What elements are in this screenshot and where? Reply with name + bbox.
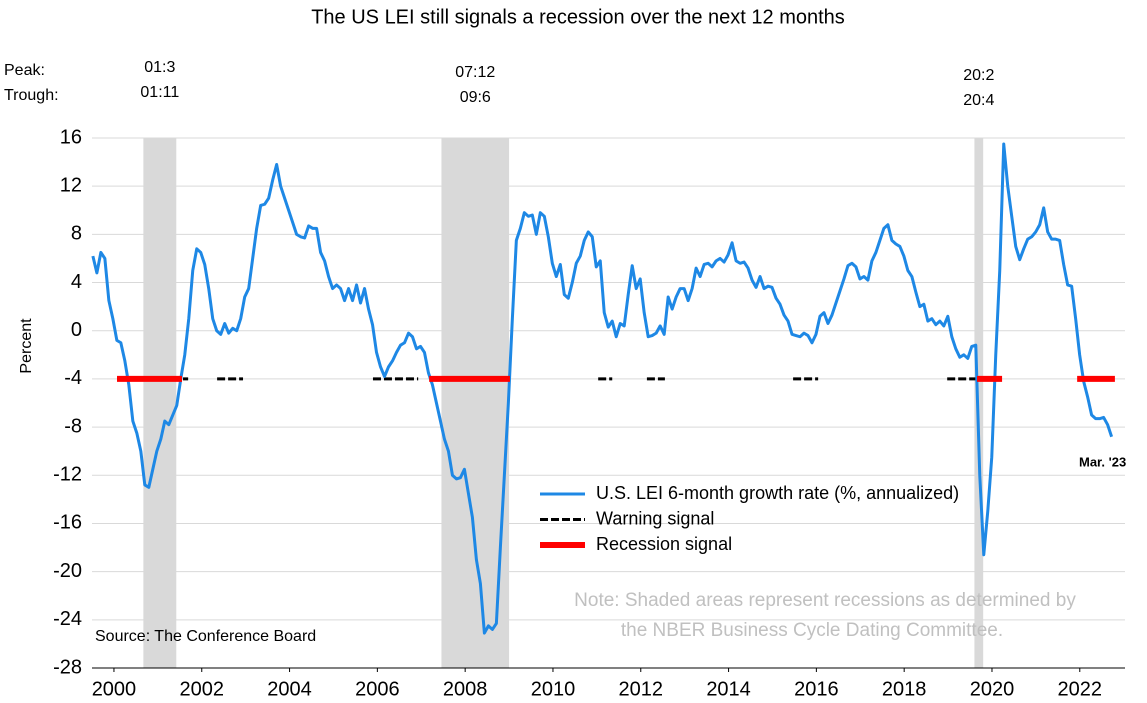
peak-date: 20:2 [963, 67, 994, 84]
chart-title: The US LEI still signals a recession ove… [311, 6, 845, 28]
marks [91, 142, 1115, 635]
x-tick-label: 2012 [619, 678, 664, 700]
y-tick-label: -16 [53, 512, 82, 534]
y-tick-label: 0 [71, 319, 82, 341]
trough-date: 01:11 [140, 84, 179, 101]
trough-date: 20:4 [963, 92, 994, 109]
peak-date: 07:12 [455, 64, 495, 81]
y-tick-label: 16 [60, 126, 82, 148]
x-tick-label: 2016 [794, 678, 839, 700]
y-tick-label: 12 [60, 174, 82, 196]
peak-date: 01:3 [144, 59, 175, 76]
x-tick-label: 2000 [92, 678, 137, 700]
y-tick-label: -20 [53, 560, 82, 582]
x-tick-label: 2002 [180, 678, 225, 700]
y-tick-label: -28 [53, 656, 82, 678]
x-tick-label: 2014 [706, 678, 751, 700]
y-tick-label: 8 [71, 223, 82, 245]
legend-label: Recession signal [596, 534, 732, 554]
trough-label: Trough: [4, 87, 59, 104]
x-tick-label: 2010 [531, 678, 576, 700]
note: Note: Shaded areas represent recessions … [574, 590, 1076, 611]
y-tick-label: -4 [64, 367, 82, 389]
labels: 01:3 01:11 07:12 09:6 20:2 20:4 -28 -24 -20 -16 -1… [53, 59, 1102, 700]
x-tick-label: 2020 [970, 678, 1015, 700]
legend-label: U.S. LEI 6-month growth rate (%, annuali… [596, 483, 959, 503]
y-tick-label: -12 [53, 464, 82, 486]
x-tick-label: 2008 [443, 678, 488, 700]
note: the NBER Business Cycle Dating Committee… [621, 620, 1003, 641]
recession-shade [143, 138, 177, 668]
trough-date: 09:6 [460, 89, 491, 106]
x-tick-label: 2006 [355, 678, 400, 700]
legend-label: Warning signal [596, 508, 714, 528]
x-tick-label: 2004 [267, 678, 312, 700]
y-axis-title: Percent [18, 318, 35, 374]
source: Source: The Conference Board [95, 628, 316, 645]
y-tick-label: 4 [71, 271, 82, 293]
recession-shades [143, 138, 984, 668]
y-tick-label: -8 [64, 415, 82, 437]
x-tick-label: 2018 [882, 678, 927, 700]
end-label: Mar. '23 [1079, 454, 1126, 469]
peak-label: Peak: [4, 62, 45, 79]
y-tick-label: -24 [53, 608, 82, 630]
x-tick-label: 2022 [1058, 678, 1103, 700]
lei-line [91, 142, 1114, 635]
